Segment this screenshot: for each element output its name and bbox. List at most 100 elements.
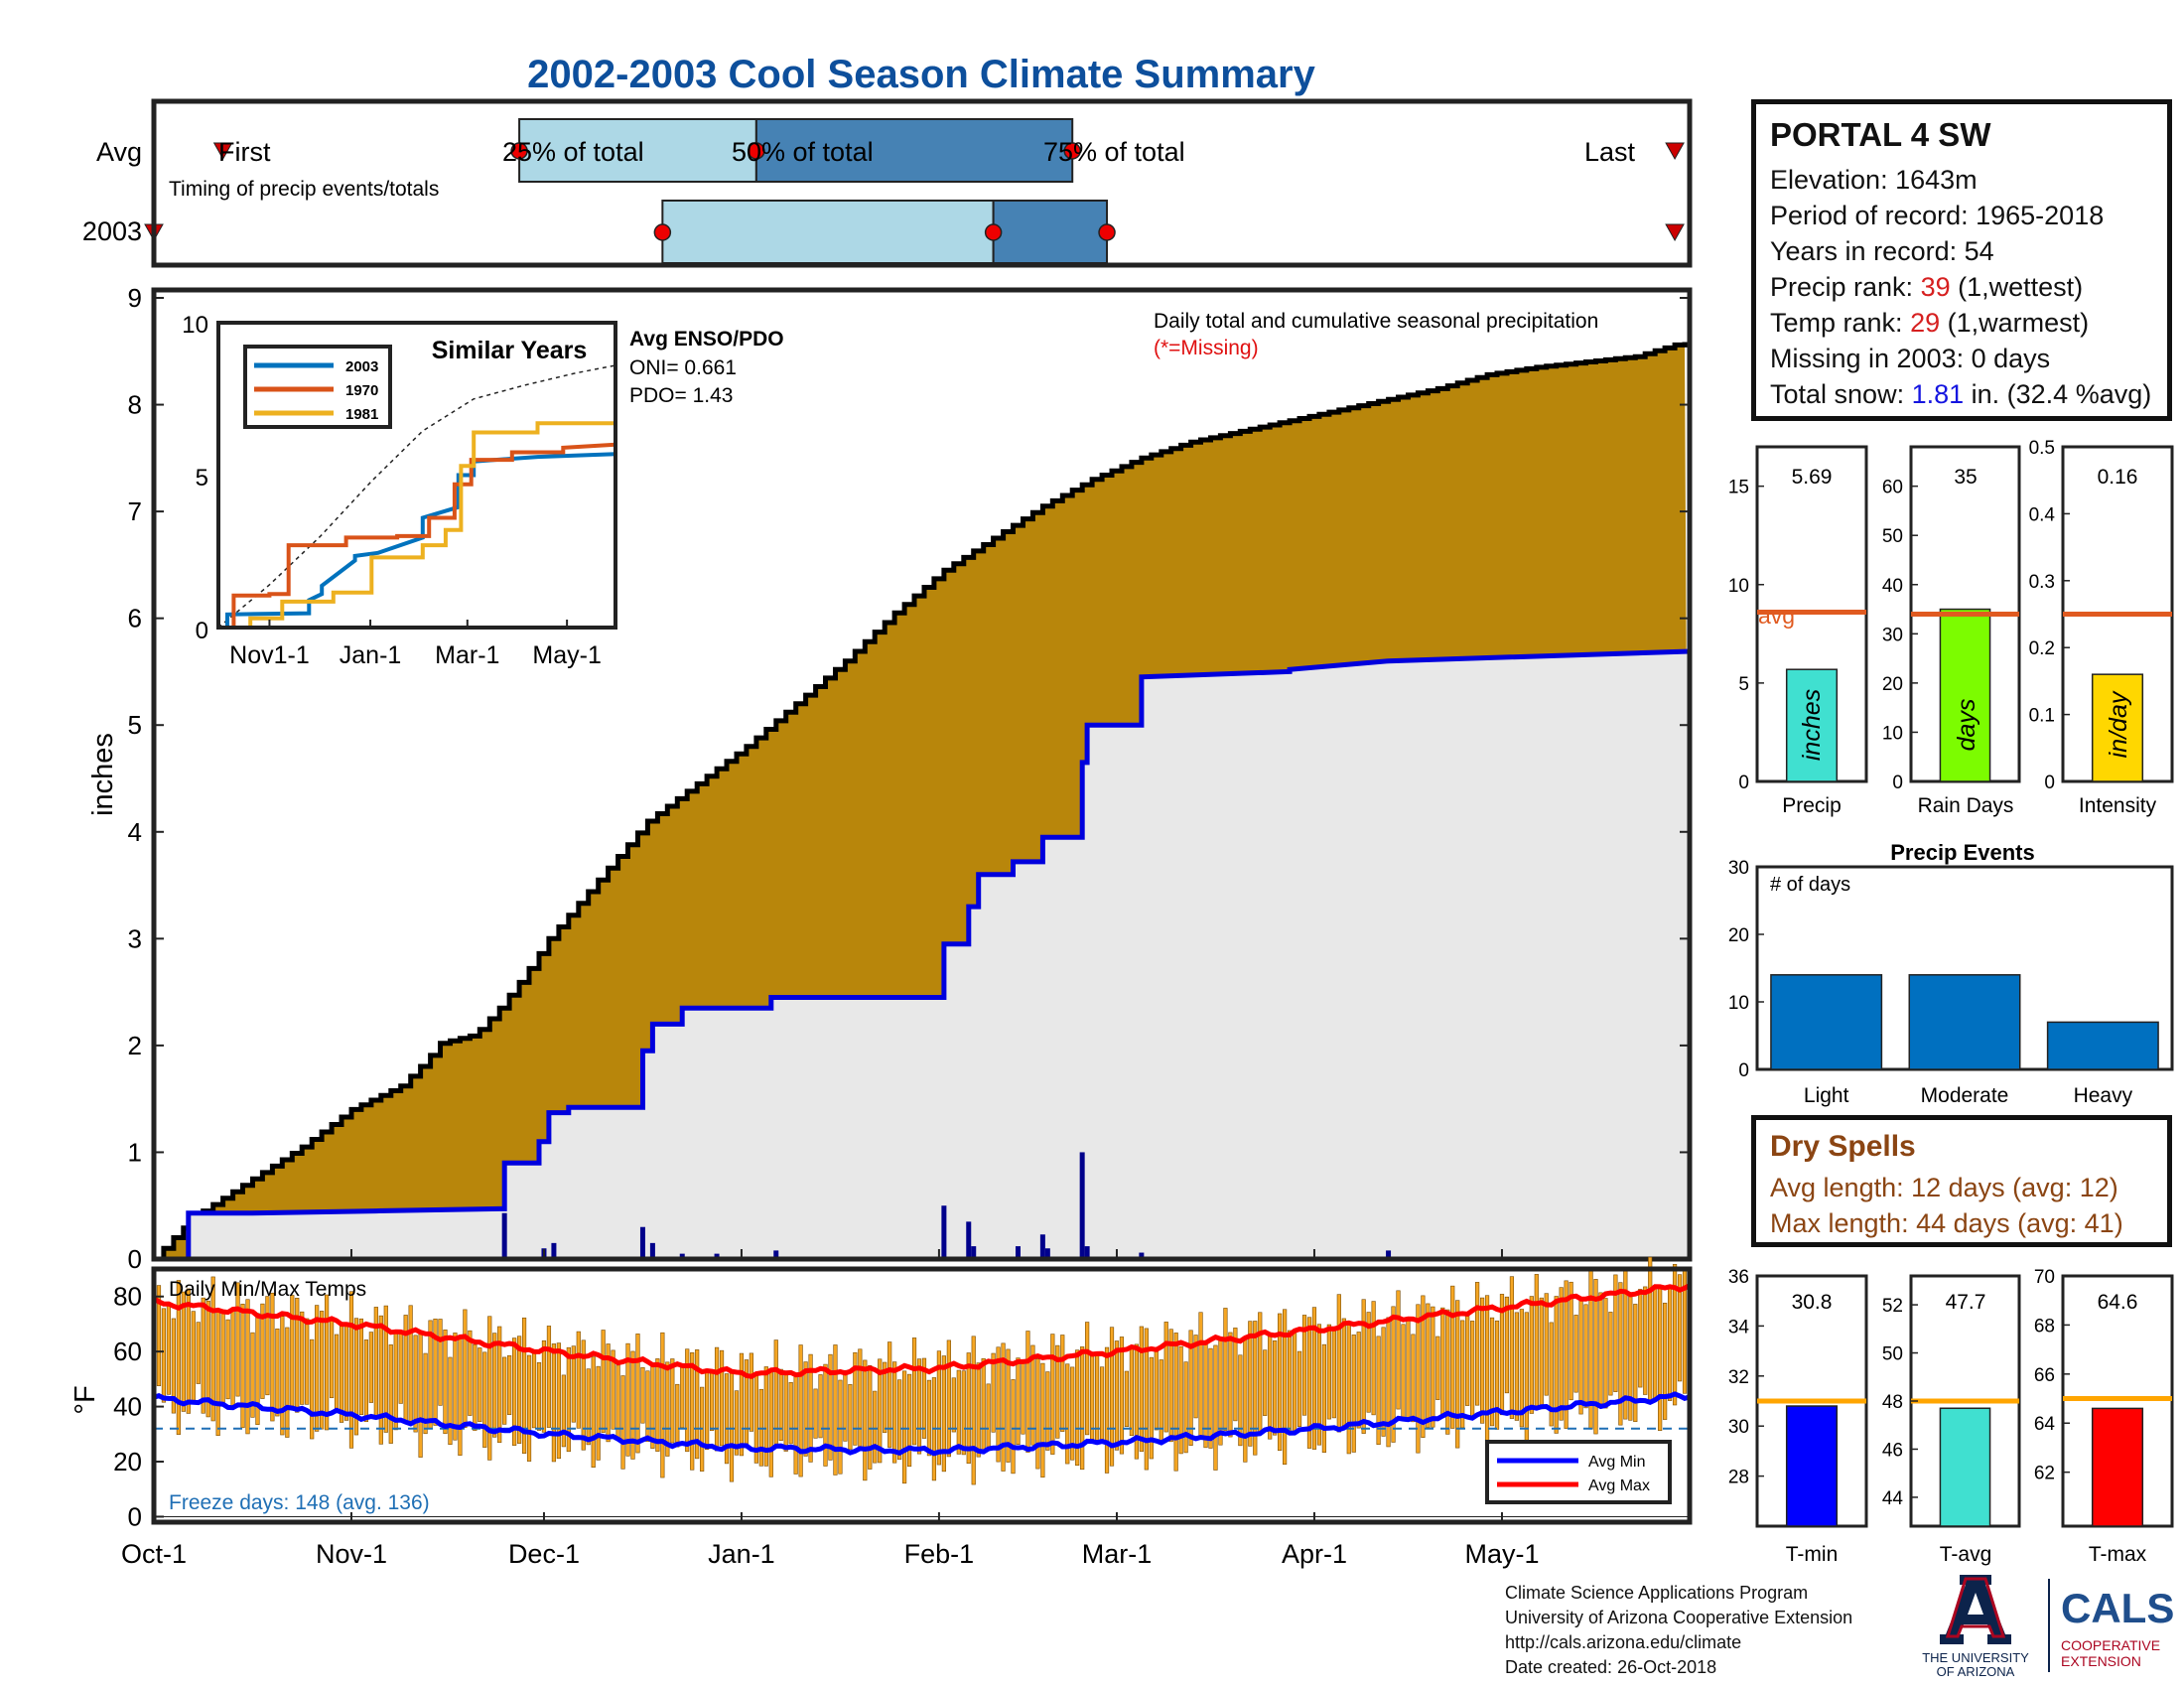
timing-dot-icon [653, 223, 672, 241]
temp-bar [1094, 1351, 1100, 1445]
precip-events-panel: Precip Events Light Moderate Heavy0102030 … [1728, 840, 2174, 1107]
temp-bar [1124, 1370, 1130, 1428]
daily-precip-bar [1139, 1252, 1145, 1259]
temp-y-axis: 0 20 40 60 80 [113, 1282, 1690, 1531]
legend-1970-label: 1970 [345, 382, 378, 399]
summary-ytick-label: 0.4 [2029, 504, 2056, 525]
temp-bar [586, 1368, 591, 1446]
temp-bar [1663, 1302, 1668, 1420]
tmin-value: 30.8 [1792, 1291, 1833, 1314]
snow-note: in. (32.4 %avg) [1964, 379, 2152, 409]
temp-bar [818, 1374, 823, 1439]
temp-bar [1351, 1335, 1356, 1453]
figure-title: 2002-2003 Cool Season Climate Summary [527, 53, 1315, 96]
temp-bar [1386, 1317, 1391, 1448]
summary-ytick-label: 5 [1738, 674, 1749, 695]
credits-line-2: University of Arizona Cooperative Extens… [1505, 1608, 1853, 1627]
inset-xtick-label: Mar-1 [435, 641, 499, 669]
temp-bar [1479, 1297, 1485, 1424]
temp-bar [946, 1339, 951, 1458]
temp-bar [186, 1288, 191, 1414]
temp-bar [719, 1349, 725, 1447]
temp-bar [502, 1356, 507, 1425]
daily-precip-bars [191, 1152, 1392, 1259]
temp-rank-value: 29 [1910, 308, 1941, 338]
temp-bar [1099, 1366, 1105, 1442]
temp-bar [156, 1285, 162, 1387]
temp-bar [1021, 1362, 1025, 1435]
temp-bar [1144, 1328, 1149, 1471]
timing-last-label: Last [1584, 137, 1636, 167]
credits-line-3[interactable]: http://cals.arizona.edu/climate [1505, 1632, 1742, 1652]
temp-bar [1559, 1287, 1564, 1421]
temp-bar [285, 1327, 290, 1438]
temp-bar [388, 1344, 393, 1444]
temp-bar [541, 1339, 547, 1433]
main-ytick-label: 3 [128, 923, 142, 953]
temp-bar [951, 1377, 956, 1433]
temp-bar [1060, 1335, 1065, 1432]
main-ytick-label: 9 [128, 283, 142, 313]
cals-line-1: COOPERATIVE [2061, 1637, 2160, 1653]
main-note-missing: (*=Missing) [1154, 337, 1259, 359]
temp-bar [1569, 1281, 1573, 1401]
temp-bar [714, 1346, 720, 1452]
temp-bar [1326, 1324, 1331, 1420]
cals-logo: CALS COOPERATIVE EXTENSION [2048, 1579, 2174, 1672]
temp-bar [1311, 1307, 1317, 1450]
temp-bar [1287, 1330, 1293, 1435]
temp-bar [458, 1337, 463, 1456]
temp-bar [606, 1343, 611, 1443]
main-ytick-label: 6 [128, 604, 142, 633]
temp-bar [763, 1366, 768, 1467]
temp-bar [1633, 1304, 1638, 1422]
temp-bar [1154, 1346, 1159, 1431]
dry-spells-title: Dry Spells [1770, 1130, 1916, 1163]
tmax-value: 64.6 [2098, 1291, 2138, 1314]
summary-ytick-label: 46 [1882, 1440, 1903, 1461]
temp-bar [478, 1347, 482, 1423]
temp-bar [1306, 1317, 1312, 1449]
main-y-axis: 0 1 2 3 4 5 6 7 8 9 [128, 283, 1690, 1274]
temp-bar [848, 1384, 853, 1450]
daily-precip-bar [1386, 1250, 1392, 1259]
temp-bar [853, 1351, 858, 1446]
temp-bar [883, 1361, 887, 1434]
summary-ytick-label: 68 [2034, 1316, 2055, 1336]
summary-ytick-label: 62 [2034, 1464, 2055, 1484]
timing-triangle-icon [1665, 223, 1685, 242]
temp-bar [482, 1351, 487, 1448]
main-ytick-label: 7 [128, 496, 142, 526]
temp-bar [536, 1362, 542, 1431]
dry-spells-box: Dry Spells Avg length: 12 days (avg: 12)… [1751, 1115, 2172, 1247]
timing-note: Timing of precip events/totals [169, 178, 439, 201]
temp-bar [749, 1352, 753, 1432]
temp-bar [1426, 1303, 1431, 1428]
raindays-unit: days [1953, 699, 1980, 752]
temp-bar [863, 1359, 868, 1481]
temp-bar [1554, 1296, 1559, 1434]
summary-ytick-label: 36 [1728, 1267, 1749, 1288]
summary-ytick-label: 32 [1728, 1367, 1749, 1388]
timing-dot-icon [510, 142, 528, 160]
temp-bar [685, 1348, 690, 1453]
temp-bar [783, 1372, 788, 1452]
temp-bar [625, 1342, 630, 1457]
month-tick-label: Apr-1 [1282, 1539, 1347, 1569]
temp-bar [438, 1319, 443, 1406]
month-tick-label: May-1 [1464, 1539, 1539, 1569]
inset-line-2003 [218, 452, 616, 630]
temp-panel-label: Daily Min/Max Temps [169, 1278, 366, 1301]
timing-triangle-icon [1665, 142, 1685, 161]
temp-summary-panel: 28 30 32 34 36 44 46 48 50 52 62 64 66 68 70 30.8 47… [1728, 1267, 2174, 1566]
tmax-label: T-max [2089, 1543, 2147, 1566]
summary-ytick-label: 64 [2034, 1414, 2056, 1435]
intensity-value: 0.16 [2098, 466, 2138, 489]
temp-bar [601, 1330, 606, 1433]
station-info-box: PORTAL 4 SW Elevation: 1643m Period of r… [1751, 99, 2172, 421]
temp-bar [1672, 1263, 1678, 1406]
temp-bar [1406, 1317, 1411, 1420]
summary-ytick-label: 48 [1882, 1392, 1903, 1413]
temp-bar [1583, 1304, 1588, 1409]
temp-bar [305, 1318, 310, 1405]
